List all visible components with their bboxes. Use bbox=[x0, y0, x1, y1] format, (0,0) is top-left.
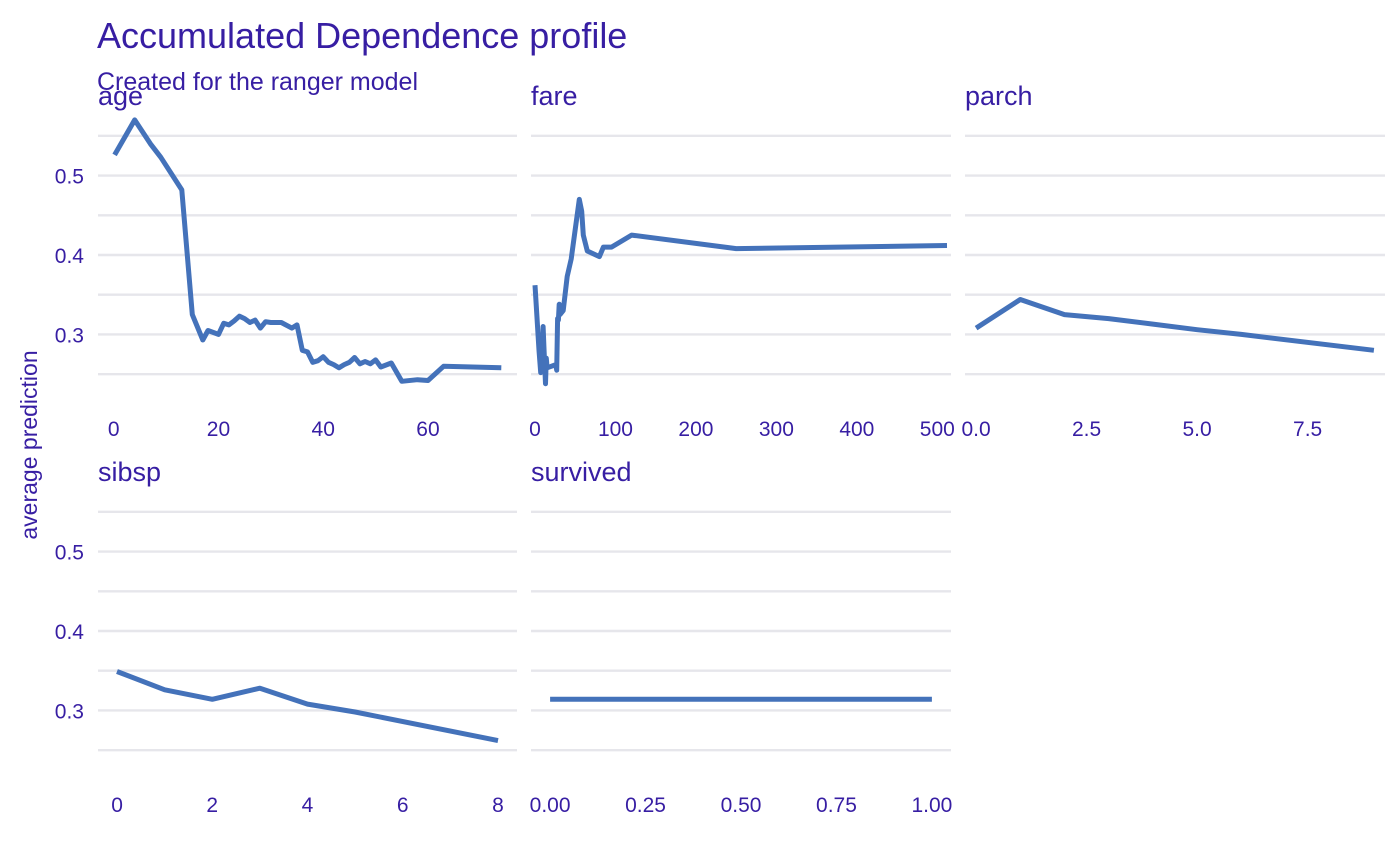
x-tick-label: 8 bbox=[492, 794, 504, 817]
panel-title-parch: parch bbox=[965, 81, 1033, 111]
y-tick-label: 0.5 bbox=[55, 542, 84, 565]
x-tick-label: 20 bbox=[207, 418, 230, 441]
x-tick-label: 0 bbox=[111, 794, 123, 817]
x-tick-label: 60 bbox=[416, 418, 439, 441]
chart-subtitle: Created for the ranger model bbox=[97, 68, 418, 96]
y-tick-label: 0.3 bbox=[55, 324, 84, 347]
panel-age: age 0 20 40 60 0.3 0.4 0.5 bbox=[55, 81, 517, 441]
x-tick-label: 2.5 bbox=[1072, 418, 1101, 441]
x-tick-label: 0.75 bbox=[816, 794, 857, 817]
panel-parch: parch 0.0 2.5 5.0 7.5 bbox=[961, 81, 1385, 441]
x-tick-label: 5.0 bbox=[1183, 418, 1212, 441]
x-tick-label: 6 bbox=[397, 794, 409, 817]
y-tick-label: 0.5 bbox=[55, 166, 84, 189]
x-tick-label: 300 bbox=[759, 418, 794, 441]
x-tick-label: 7.5 bbox=[1293, 418, 1322, 441]
panel-title-survived: survived bbox=[531, 457, 632, 487]
x-tick-label: 100 bbox=[598, 418, 633, 441]
y-tick-label: 0.3 bbox=[55, 700, 84, 723]
x-tick-label: 400 bbox=[839, 418, 874, 441]
panel-fare: fare 0 100 200 300 400 500 bbox=[529, 81, 955, 441]
x-tick-label: 0.0 bbox=[961, 418, 990, 441]
x-tick-label: 0 bbox=[108, 418, 120, 441]
y-axis-label: average prediction bbox=[16, 350, 42, 539]
series-line-sibsp bbox=[116, 669, 499, 744]
series-line-age bbox=[112, 117, 502, 384]
panel-title-age: age bbox=[98, 81, 143, 111]
panel-title-fare: fare bbox=[531, 81, 578, 111]
chart-title: Accumulated Dependence profile bbox=[97, 15, 627, 56]
x-tick-label: 2 bbox=[206, 794, 218, 817]
x-tick-label: 4 bbox=[302, 794, 314, 817]
series-line-parch bbox=[974, 297, 1375, 353]
x-tick-label: 1.00 bbox=[911, 794, 952, 817]
x-tick-label: 40 bbox=[312, 418, 335, 441]
series-line-fare bbox=[532, 196, 948, 387]
y-tick-label: 0.4 bbox=[55, 245, 85, 268]
y-tick-label: 0.4 bbox=[55, 621, 85, 644]
x-tick-label: 200 bbox=[678, 418, 713, 441]
panel-survived: survived 0.00 0.25 0.50 0.75 1.00 bbox=[530, 457, 953, 817]
x-tick-label: 0.25 bbox=[625, 794, 666, 817]
x-tick-label: 500 bbox=[920, 418, 955, 441]
x-tick-label: 0.00 bbox=[530, 794, 571, 817]
x-tick-label: 0 bbox=[529, 418, 541, 441]
panel-sibsp: sibsp 0 2 4 6 8 0.3 0.4 0.5 bbox=[55, 457, 517, 817]
panel-title-sibsp: sibsp bbox=[98, 457, 161, 487]
x-tick-label: 0.50 bbox=[721, 794, 762, 817]
